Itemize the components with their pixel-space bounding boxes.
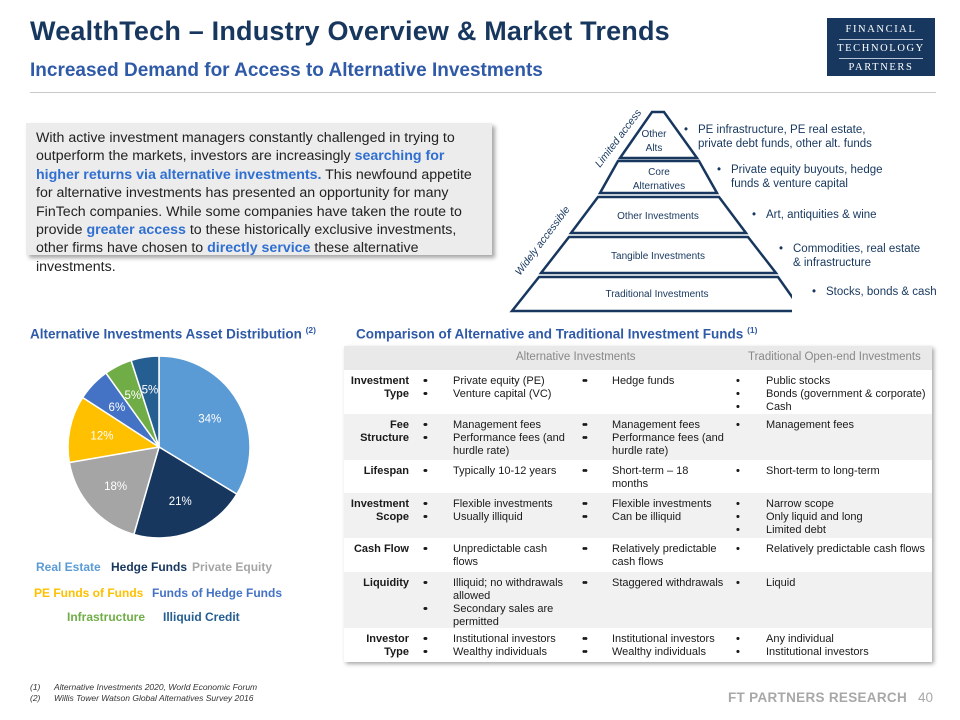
pyramid-label-alts: Alts <box>646 143 663 154</box>
intro-text-1: With active investment managers constant… <box>36 130 455 165</box>
pie-slice-real-estate <box>158 355 251 496</box>
pie-label-hedge-funds: 21% <box>169 496 192 508</box>
pyramid-tier-core <box>597 159 720 195</box>
pyramid-label-traditional: Traditional Investments <box>605 289 708 300</box>
pyramid-label-other-investments: Other Investments <box>617 211 699 222</box>
footnote-1: (1) Alternative Investments 2020, World E… <box>30 682 258 692</box>
pyramid-tier-other-alts <box>617 110 700 160</box>
pie-section-title: Alternative Investments Asset Distributi… <box>30 325 316 342</box>
table-row: Lifespan •Typically 10-12 years •Short-ter… <box>344 460 932 493</box>
table-cell: •Illiquid; no withdrawalsallowed•Seconda… <box>423 577 563 629</box>
pie-label-illiquid-credit: 5% <box>142 384 159 396</box>
legend-infrastructure: Infrastructure <box>67 610 146 624</box>
table-cell: •Narrow scope•Only liquid and long•Limit… <box>736 498 863 537</box>
footnotes: (1) Alternative Investments 2020, World E… <box>30 682 257 704</box>
pie-label-pe-funds-of-funds: 12% <box>90 430 113 442</box>
legend-funds-of-hedge-funds: Funds of Hedge Funds <box>152 586 282 600</box>
legend-pe-funds-of-funds: PE Funds of Funds <box>34 586 144 600</box>
asset-distribution-pie: 34%21%18%12%6%5% 5% <box>67 355 251 539</box>
logo-line-1: FINANCIAL <box>845 24 917 35</box>
pie-label-funds-of-hedge-funds: 6% <box>109 402 126 414</box>
pyramid-label-other: Other <box>641 129 667 140</box>
table-cell: •Management fees <box>736 419 854 432</box>
table-cell: •Flexible investments•Can be illiquid <box>582 498 712 524</box>
row-label: Investor Type <box>366 633 409 658</box>
pyramid-label-core: Core <box>648 167 670 178</box>
pyramid-tier-tangible <box>538 235 779 275</box>
intro-highlight-3: directly service <box>207 240 311 257</box>
page-number: 40 <box>918 690 934 705</box>
intro-highlight-1: searching for higher returns via alterna… <box>36 148 445 183</box>
pyramid-tier-traditional <box>509 275 792 313</box>
investment-pyramid: Other Alts Core Alternatives Other Inves… <box>509 107 792 313</box>
page-subtitle: Increased Demand for Access to Alternati… <box>30 60 543 81</box>
legend-real-estate: Real Estate <box>36 560 101 574</box>
intro-text-box: With active investment managers constant… <box>26 123 492 275</box>
row-label: Lifespan <box>363 465 409 477</box>
table-section-title: Comparison of Alternative and Traditiona… <box>356 325 758 342</box>
row-label: Fee Structure <box>360 419 409 444</box>
pyramid-bullet-1: PE infrastructure, PE real estate,privat… <box>684 124 872 151</box>
legend-private-equity: Private Equity <box>192 560 273 574</box>
header-traditional: Traditional Open-end Investments <box>748 351 921 363</box>
table-cell: •Liquid <box>736 577 796 590</box>
table-cell: •Typically 10-12 years <box>423 465 556 478</box>
pie-slice-pe-funds-of-funds <box>67 396 162 464</box>
pie-label-private-equity: 18% <box>104 481 127 493</box>
row-label: Investment Scope <box>350 498 409 523</box>
table-cell: •Any individual•Institutional investors <box>736 633 869 659</box>
row-label: Cash Flow <box>353 543 409 555</box>
table-cell: •Private equity (PE)•Venture capital (VC… <box>423 375 552 401</box>
footer-brand: FT PARTNERS RESEARCH <box>728 690 908 705</box>
table-cell: •Hedge funds <box>582 375 675 388</box>
comparison-table: Alternative Investments Traditional Open… <box>344 346 932 662</box>
pyramid-bullet-4: Commodities, real estate& infrastructure <box>779 243 920 270</box>
row-label: Liquidity <box>363 577 409 589</box>
table-cell: •Public stocks•Bonds (government & corpo… <box>736 375 926 414</box>
pyramid-tier-other <box>568 195 749 235</box>
page-title: WealthTech – Industry Overview & Market … <box>30 16 670 46</box>
table-cell: •Management fees•Performance fees (andhu… <box>423 419 565 458</box>
pie-label-infrastructure: 5% <box>124 390 141 402</box>
header-divider <box>30 92 936 93</box>
pie-slice-private-equity <box>68 446 161 536</box>
table-cell: •Short-term to long-term <box>736 465 880 478</box>
logo-line-2: TECHNOLOGY <box>837 43 925 54</box>
pie-label-real-estate: 34% <box>198 413 221 425</box>
table-cell: •Flexible investments•Usually illiquid <box>423 498 553 524</box>
pyramid-bullet-3: Art, antiquities & wine <box>752 209 877 223</box>
table-cell: •Institutional investors•Wealthy individ… <box>423 633 556 659</box>
legend-hedge-funds: Hedge Funds <box>111 560 188 574</box>
footnote-2: (2) Willis Tower Watson Global Alternativ… <box>30 693 254 703</box>
intro-text-2: This newfound appetite for alternative i… <box>36 166 472 239</box>
pie-slice-illiquid-credit <box>130 355 160 448</box>
logo-line-3: PARTNERS <box>848 62 914 73</box>
ft-partners-logo: FINANCIAL TECHNOLOGY PARTNERS <box>827 18 935 76</box>
table-cell: •Staggered withdrawals <box>582 577 723 590</box>
header-alternative: Alternative Investments <box>516 351 636 363</box>
pyramid-label-alternatives: Alternatives <box>633 181 685 192</box>
pyramid-label-tangible: Tangible Investments <box>611 251 705 262</box>
table-cell: •Management fees•Performance fees (andhu… <box>582 419 724 458</box>
pyramid-bullet-5: Stocks, bonds & cash <box>812 286 937 300</box>
pie-slice-hedge-funds <box>132 445 238 539</box>
table-cell: •Institutional investors•Wealthy individ… <box>582 633 715 659</box>
row-label: Investment Type <box>350 375 409 400</box>
intro-text-3: to these historically exclusive investme… <box>36 222 457 257</box>
table-row: Liquidity •Illiquid; no withdrawalsallowe… <box>344 572 932 628</box>
intro-highlight-2: greater access <box>86 222 186 239</box>
table-cell: •Relatively predictable cash flows <box>736 543 925 556</box>
legend-illiquid-credit: Illiquid Credit <box>163 610 240 624</box>
intro-text-4: these alternative investments. <box>36 240 419 275</box>
table-header: Alternative Investments Traditional Open… <box>344 346 932 370</box>
